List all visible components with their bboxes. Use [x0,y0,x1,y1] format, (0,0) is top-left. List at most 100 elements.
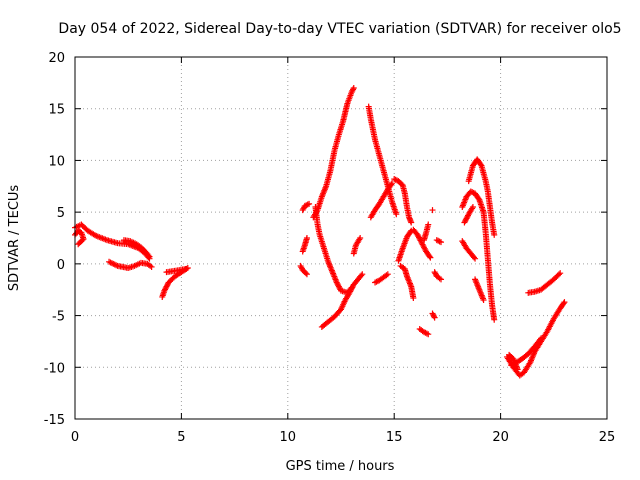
x-tick-label: 10 [280,430,297,445]
data-point [560,300,567,307]
data-point [431,314,438,321]
data-point [384,271,391,278]
data-point [304,201,311,208]
data-point [302,270,309,277]
data-point [561,299,568,306]
series-arc-34 [506,351,521,373]
series-arc-27 [459,188,498,323]
plot-frame [74,56,608,420]
data-point [425,221,432,228]
data-point [408,219,415,226]
x-tick-label: 15 [386,430,403,445]
data-point [430,311,437,318]
data-point [514,366,521,373]
series-arc-28 [459,238,479,262]
series-arc-25 [431,269,445,283]
series-arc-8 [297,262,310,278]
data-point [358,272,365,279]
data-point [300,205,307,212]
series-arc-16 [372,271,391,286]
data-point [436,238,443,245]
data-point [491,231,498,238]
series-arc-35 [525,270,564,296]
data-point [389,180,396,187]
series-arc-26 [433,237,445,246]
series-arc-20 [410,226,434,261]
data-point [426,253,433,260]
series-arc-30 [461,203,476,226]
data-point [430,313,437,320]
data-point [393,211,400,218]
grid-lines [75,57,607,419]
y-tick-label: -5 [52,310,65,325]
data-point [480,297,487,304]
data-point [555,271,562,278]
data-point [145,252,152,259]
data-point [491,316,498,323]
data-point [472,255,479,262]
series-arc-18 [395,227,415,264]
data-point [538,335,545,342]
data-points [72,85,568,379]
data-point [303,271,310,278]
series-arc-21 [416,326,432,338]
y-tick-label: -10 [44,361,65,376]
series-arc-33 [508,335,545,369]
series-arc-17 [391,176,415,226]
data-point [469,203,476,210]
data-point [357,235,364,241]
y-tick-label: 0 [57,258,65,273]
data-point [306,200,313,207]
y-tick-label: -15 [44,413,65,428]
series-arc-23 [429,207,436,214]
series-arc-24 [429,310,438,321]
data-point [438,239,445,246]
series-arc-11 [312,203,355,296]
data-point [425,331,432,338]
x-tick-label: 25 [599,430,616,445]
data-point [429,207,436,214]
data-point [432,270,439,277]
series-arc-15 [367,180,396,221]
series-arc-31 [472,276,487,304]
data-point [475,195,482,202]
data-point [350,85,357,92]
series-arc-10 [310,85,357,221]
series-arc-22 [420,221,432,244]
data-point [471,254,477,261]
data-point [557,270,564,277]
data-point [75,241,82,248]
data-point [148,263,155,270]
data-point [182,266,189,273]
series-arc-7 [299,235,310,255]
series-arc-4 [120,237,153,260]
x-tick-label: 5 [177,430,185,445]
x-axis-label: GPS time / hours [286,459,395,474]
data-point [435,237,442,244]
x-tick-label: 20 [492,430,509,445]
data-point [350,86,357,93]
series-arc-3 [106,258,155,271]
y-axis-label: SDTVAR / TECUs [7,185,22,292]
data-point [536,336,543,343]
data-point [477,161,484,168]
data-point [388,181,395,188]
series-arc-13 [350,235,364,257]
data-point [76,240,83,247]
y-tick-label: 10 [48,154,65,169]
y-tick-label: 15 [48,103,65,118]
chart-title: Day 054 of 2022, Sidereal Day-to-day VTE… [58,21,621,37]
data-point [427,254,434,261]
x-tick-label: 0 [71,430,79,445]
y-tick-label: 5 [57,206,65,221]
series-arc-12 [318,271,366,330]
axis-ticks: 0 5 10 15 20 25 -15 -10 -5 0 5 10 15 20 [44,51,616,445]
data-point [146,253,153,260]
series-arc-19 [397,262,417,301]
data-point [303,235,310,241]
y-tick-label: 20 [48,51,65,66]
series-arc-29 [465,156,498,238]
data-point [438,276,445,283]
series-arc-6 [163,266,189,276]
